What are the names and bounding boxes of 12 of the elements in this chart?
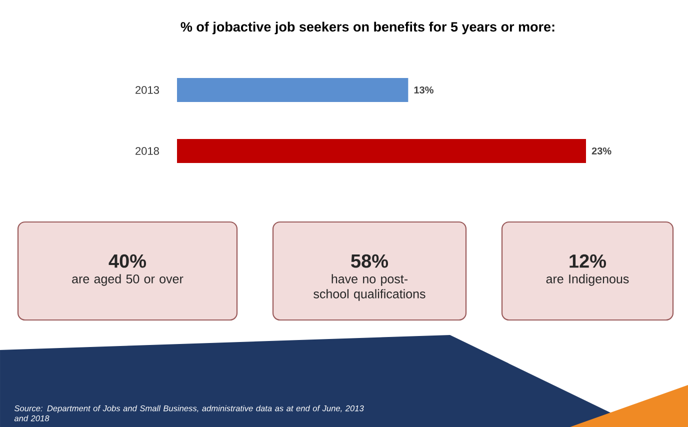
y-tick-label: 2013 (136, 86, 159, 94)
source-note: Source: Department of Jobs and Small Business, administrative data as at end of June, 2013 and 2018 (14, 405, 364, 422)
data-label: 23% (592, 147, 612, 155)
chart-title: % of jobactive job seekers on benefits for 5 years or more: (180, 22, 554, 34)
text: are Indigenous (546, 274, 629, 286)
text: 40% (108, 254, 146, 268)
y-tick-label: 2018 (136, 147, 159, 155)
data-label: 13% (414, 86, 434, 94)
text: 58% (351, 254, 388, 268)
text: 12% (570, 254, 606, 268)
text: are aged 50 or over (72, 274, 184, 286)
text: have no post-school qualifications (314, 274, 426, 301)
